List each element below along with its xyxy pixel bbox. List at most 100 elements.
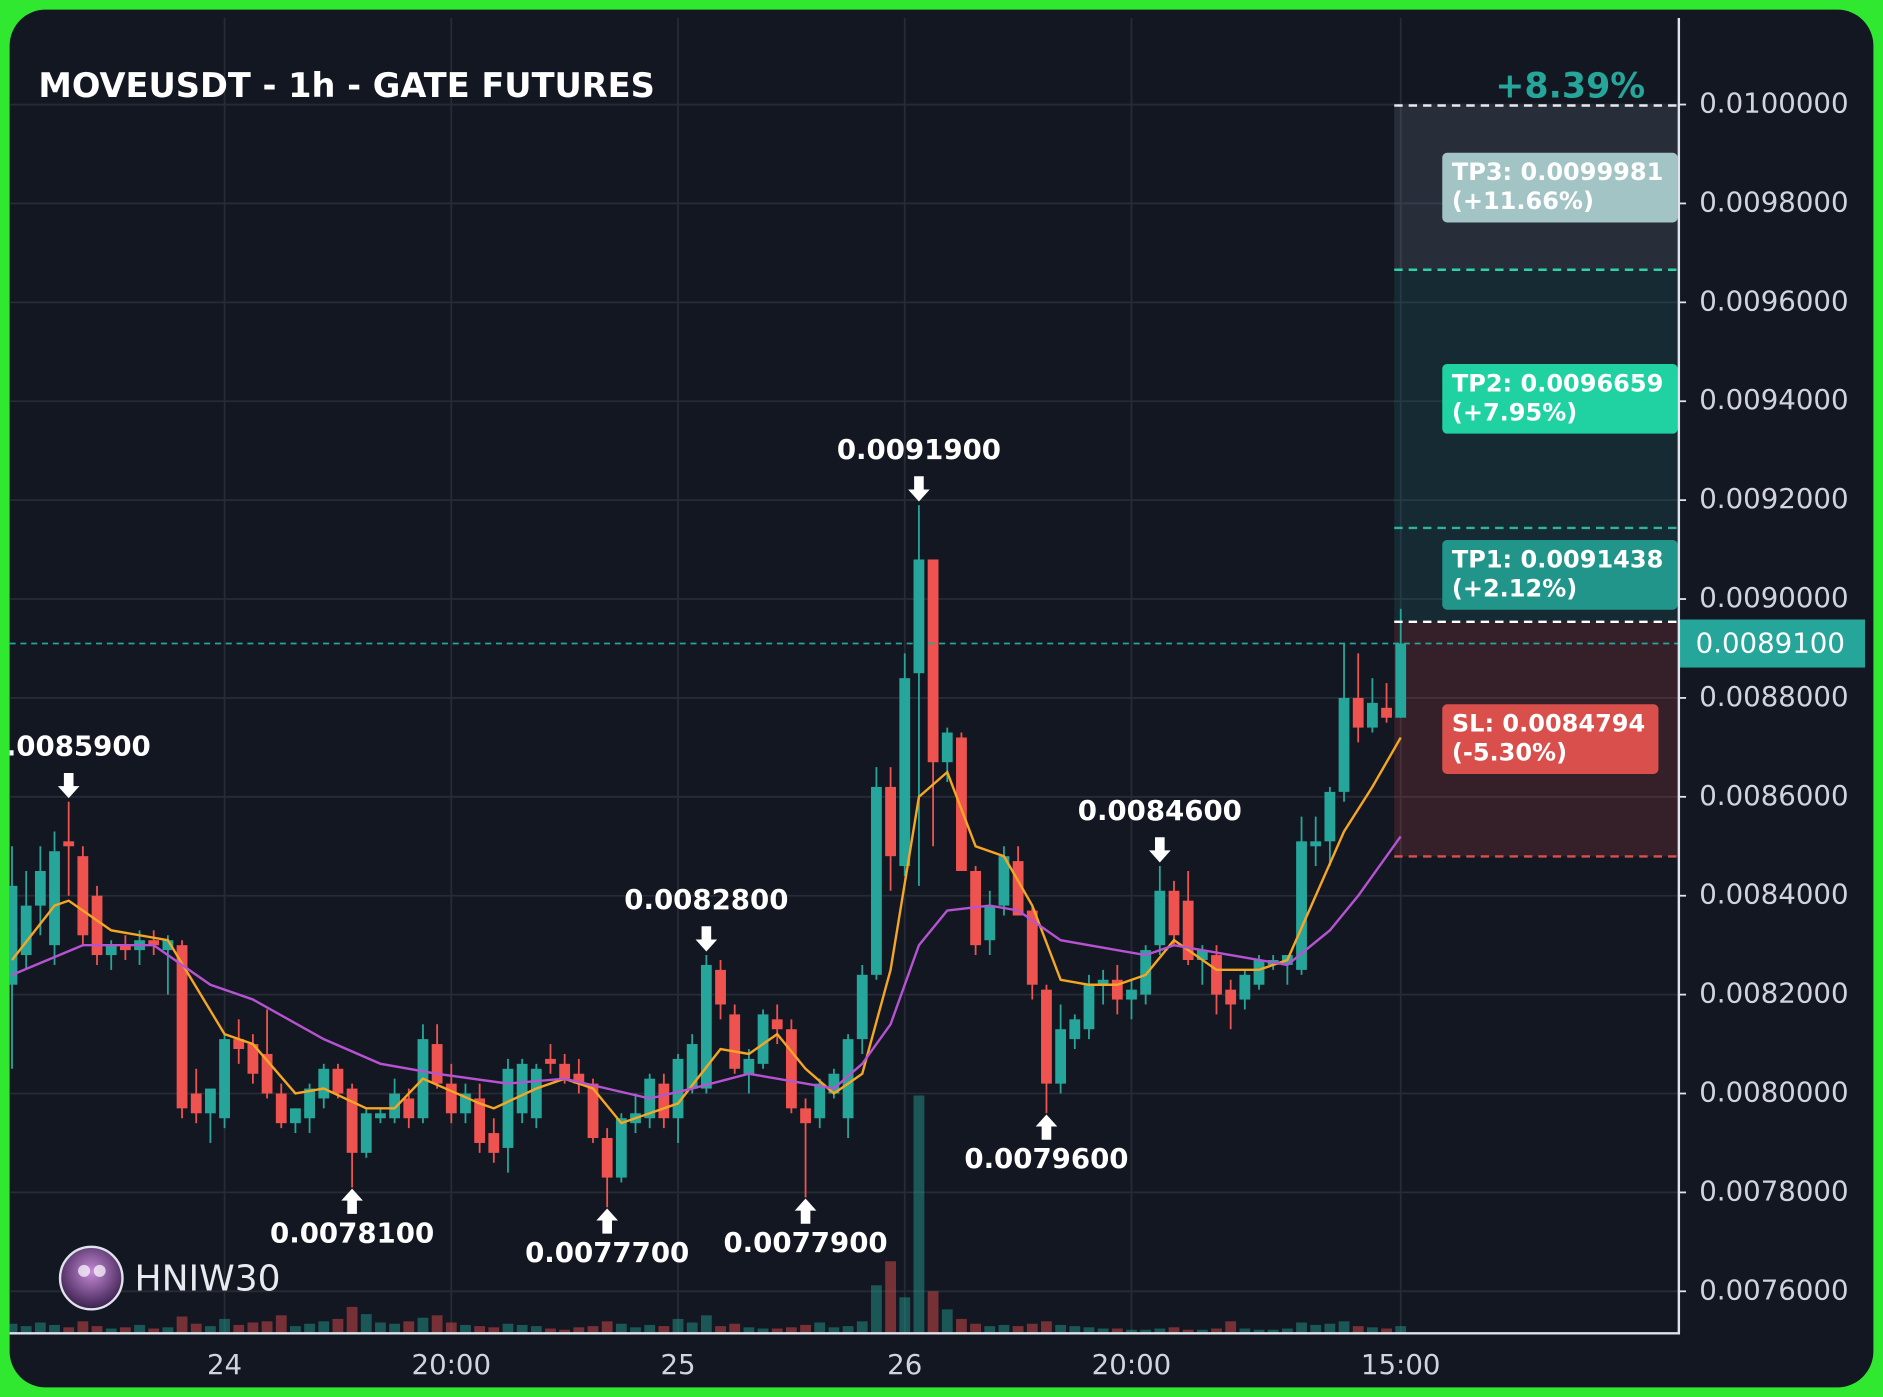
candle-body: [545, 1058, 556, 1064]
target-label: TP1: 0.0091438: [1452, 545, 1663, 573]
volume-bar: [530, 1326, 542, 1334]
volume-bar: [119, 1327, 131, 1334]
candle-body: [530, 1068, 542, 1119]
candle-body: [1168, 890, 1180, 936]
candle-body: [204, 1088, 216, 1114]
candle-body: [757, 1014, 769, 1064]
candle-body: [1026, 910, 1038, 985]
candle-body: [885, 786, 896, 857]
y-tick-label: 0.0086000: [1699, 779, 1848, 812]
candle-body: [1381, 707, 1392, 718]
candle-body: [658, 1083, 670, 1119]
volume-bar: [375, 1322, 386, 1334]
volume-bar: [1069, 1326, 1081, 1334]
target-change: (+7.95%): [1452, 398, 1577, 426]
candle-body: [785, 1029, 797, 1109]
candle-body: [927, 559, 939, 763]
volume-bar: [460, 1324, 471, 1334]
candle-body: [1338, 697, 1350, 792]
annotation-arrow: [908, 476, 930, 502]
candle-body: [998, 856, 1010, 906]
candle-body: [119, 945, 131, 951]
annotation-arrow: [1035, 1114, 1058, 1140]
volume-bar: [219, 1318, 230, 1334]
volume-bar: [927, 1291, 939, 1334]
candle-body: [77, 856, 89, 936]
x-tick-label: 24: [207, 1348, 242, 1381]
volume-bar: [162, 1327, 174, 1334]
annotation-label: 0.0078100: [270, 1216, 434, 1249]
candle-body: [956, 737, 967, 871]
volume-bar: [247, 1322, 259, 1334]
candle-body: [842, 1039, 854, 1119]
candle-body: [1239, 974, 1251, 1000]
volume-bar: [261, 1321, 273, 1334]
candle-body: [63, 841, 75, 847]
candle-body: [1211, 955, 1222, 995]
candle-body: [672, 1058, 684, 1119]
candle-body: [474, 1098, 486, 1143]
candle-body: [1196, 950, 1208, 961]
volume-bar: [290, 1326, 301, 1334]
y-tick-label: 0.0080000: [1699, 1076, 1848, 1109]
y-tick-label: 0.0078000: [1699, 1174, 1848, 1207]
candle-body: [1324, 791, 1336, 842]
annotation-label: 0.0077900: [723, 1226, 887, 1259]
volume-bar: [204, 1326, 216, 1334]
volume-bar: [431, 1315, 443, 1334]
volume-bar: [771, 1328, 783, 1334]
volume-bar: [941, 1309, 953, 1334]
volume-bar: [700, 1315, 712, 1334]
target-change: (+11.66%): [1452, 187, 1594, 215]
volume-bar: [77, 1321, 89, 1334]
volume-bar: [814, 1322, 826, 1334]
candle-body: [360, 1113, 372, 1153]
x-tick-label: 20:00: [1092, 1348, 1172, 1381]
target-label: TP2: 0.0096659: [1452, 369, 1663, 397]
volume-bar: [715, 1326, 726, 1334]
candle-body: [1069, 1019, 1081, 1040]
candle-body: [9, 885, 18, 985]
volume-bar: [148, 1328, 160, 1334]
annotation-arrow: [341, 1188, 363, 1214]
volume-bar: [346, 1306, 358, 1334]
candle-body: [389, 1093, 401, 1119]
y-tick-label: 0.0092000: [1699, 482, 1848, 515]
candle-body: [729, 1014, 741, 1069]
volume-bar: [105, 1328, 117, 1334]
candle-body: [573, 1073, 585, 1084]
annotation-arrow: [596, 1208, 618, 1234]
volume-bar: [856, 1321, 868, 1334]
stop-label-box: [1442, 704, 1659, 774]
candle-body: [1055, 1029, 1067, 1084]
candle-body: [559, 1063, 571, 1079]
volume-bar: [998, 1324, 1010, 1334]
volume-bar: [1310, 1324, 1322, 1334]
candle-body: [49, 851, 60, 946]
volume-bar: [1381, 1328, 1392, 1334]
candle-body: [219, 1039, 230, 1119]
volume-bar: [1324, 1323, 1336, 1334]
volume-bar: [1055, 1324, 1067, 1334]
x-tick-label: 25: [660, 1348, 695, 1381]
candle-body: [601, 1138, 613, 1178]
volume-bar: [9, 1323, 18, 1334]
volume-bar: [956, 1318, 967, 1334]
volume-bar: [488, 1327, 500, 1334]
volume-bar: [842, 1326, 854, 1334]
volume-bar: [1225, 1321, 1237, 1334]
volume-bar: [885, 1261, 896, 1334]
candle-body: [431, 1044, 443, 1084]
candle-body: [587, 1083, 599, 1139]
volume-bar: [871, 1285, 882, 1334]
candle-body: [941, 732, 953, 763]
volume-bar: [743, 1327, 755, 1334]
candle-body: [20, 905, 32, 956]
avatar: [58, 1245, 124, 1311]
volume-bar: [729, 1323, 741, 1334]
annotation-label: 0.0079600: [964, 1142, 1128, 1175]
candle-body: [34, 870, 46, 906]
volume-bar: [1296, 1322, 1307, 1334]
volume-bar: [970, 1323, 982, 1334]
